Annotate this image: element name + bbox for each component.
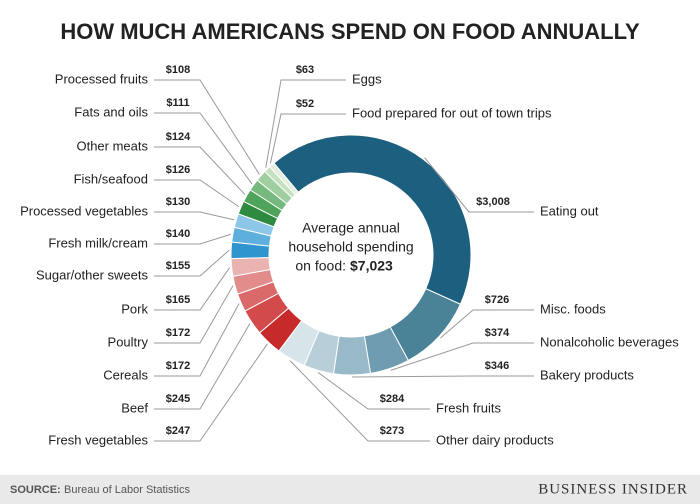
- value-label: $165: [166, 294, 190, 306]
- value-label: $172: [166, 327, 190, 339]
- source-label: SOURCE:: [10, 484, 61, 496]
- center-text: Average annual: [302, 220, 400, 236]
- leader-line: [154, 146, 246, 195]
- slice: [332, 335, 372, 376]
- footer: [0, 475, 700, 504]
- legend-label: Poultry: [108, 334, 149, 349]
- value-label: $247: [166, 425, 190, 437]
- value-label: $155: [166, 260, 190, 272]
- brand: BUSINESS INSIDER: [538, 481, 688, 497]
- leader-line: [265, 79, 346, 168]
- leader-line: [269, 113, 346, 164]
- value-label: $108: [166, 64, 190, 76]
- leader-line: [154, 303, 240, 377]
- value-label: $140: [166, 228, 190, 240]
- legend-label: Beef: [121, 400, 148, 415]
- value-label: $3,008: [476, 196, 510, 208]
- leader-line: [424, 157, 534, 213]
- legend-label: Fresh vegetables: [48, 432, 148, 447]
- value-label: $63: [296, 64, 314, 76]
- value-label: $284: [380, 393, 405, 405]
- legend-label: Other dairy products: [436, 432, 554, 447]
- value-label: $130: [166, 196, 190, 208]
- legend-label: Cereals: [103, 367, 148, 382]
- leader-line: [154, 211, 235, 221]
- leader-line: [154, 79, 260, 175]
- center-total: $7,023: [350, 258, 393, 274]
- center-text: on food:: [295, 258, 346, 274]
- legend-label: Eggs: [352, 71, 382, 86]
- leader-line: [154, 249, 230, 277]
- value-label: $126: [166, 164, 190, 176]
- value-label: $374: [485, 327, 510, 339]
- legend-label: Sugar/other sweets: [36, 267, 149, 282]
- legend-label: Fats and oils: [74, 104, 148, 119]
- slice: [273, 134, 472, 305]
- leader-line: [154, 112, 253, 185]
- legend-label: Pork: [121, 301, 148, 316]
- legend-label: Other meats: [76, 138, 148, 153]
- legend-label: Bakery products: [540, 367, 634, 382]
- value-label: $111: [166, 97, 189, 109]
- legend-label: Misc. foods: [540, 301, 606, 316]
- value-label: $346: [485, 360, 509, 372]
- leader-line: [352, 375, 534, 378]
- value-label: $245: [166, 393, 190, 405]
- legend-label: Eating out: [540, 203, 599, 218]
- legend-label: Food prepared for out of town trips: [352, 105, 552, 120]
- legend-label: Processed fruits: [55, 71, 149, 86]
- center-text: household spending: [288, 239, 413, 255]
- leader-line: [154, 285, 234, 344]
- leader-line: [154, 179, 240, 208]
- leader-line: [154, 267, 231, 311]
- leader-line: [440, 309, 534, 339]
- legend-label: Fresh fruits: [436, 400, 502, 415]
- value-label: $124: [166, 131, 191, 143]
- legend-label: Nonalcoholic beverages: [540, 334, 679, 349]
- legend-label: Processed vegetables: [20, 203, 148, 218]
- slice: [268, 162, 299, 196]
- chart-title: HOW MUCH AMERICANS SPEND ON FOOD ANNUALL…: [60, 19, 640, 44]
- leader-line: [154, 343, 268, 442]
- value-label: $172: [166, 360, 190, 372]
- leader-line: [390, 342, 534, 371]
- leader-line: [154, 323, 251, 410]
- leader-line: [317, 372, 430, 410]
- legend-label: Fresh milk/cream: [48, 235, 148, 250]
- leader-line: [289, 360, 430, 442]
- leader-line: [154, 233, 231, 245]
- value-label: $273: [380, 425, 404, 437]
- legend-label: Fish/seafood: [74, 171, 148, 186]
- source: Bureau of Labor Statistics: [64, 484, 190, 496]
- value-label: $52: [296, 98, 314, 110]
- value-label: $726: [485, 294, 509, 306]
